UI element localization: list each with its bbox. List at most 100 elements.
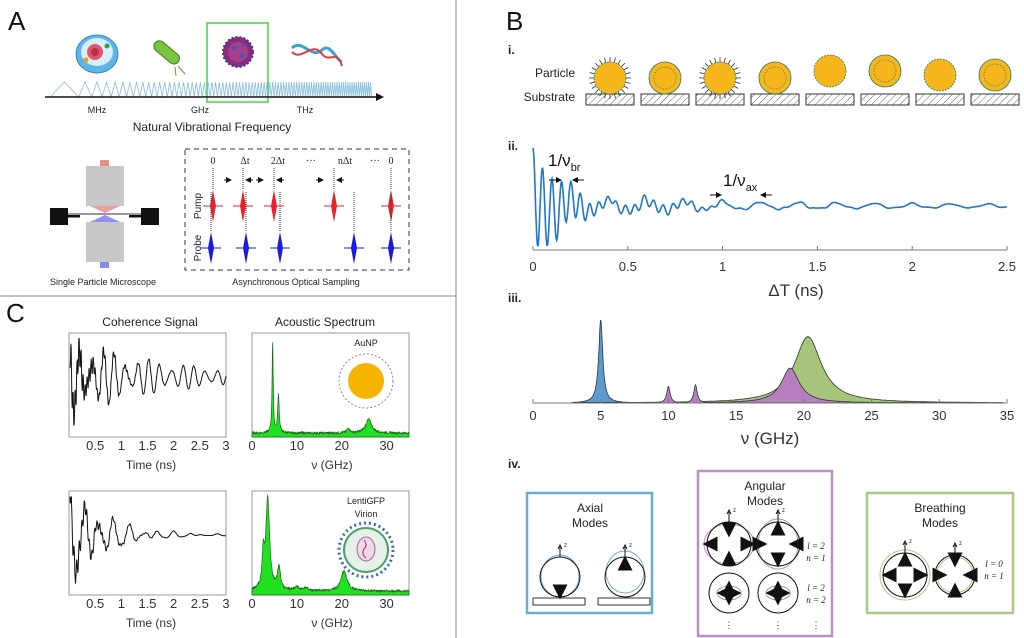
- z-axis-label: z: [733, 508, 736, 514]
- substrate-block: [532, 597, 586, 606]
- particle-inner-shell: [873, 59, 897, 83]
- ligand-strand: [709, 91, 713, 97]
- x-tick-label: 2: [170, 438, 177, 453]
- ligand-strand: [704, 89, 709, 94]
- inset-label-virion: Virion: [355, 509, 378, 519]
- panel-label-b: B: [506, 6, 523, 36]
- coherence-plot-frame: [68, 490, 227, 596]
- x-tick-label: 0.5: [86, 438, 104, 453]
- delay-label: ···: [306, 156, 316, 167]
- axial-modes-box: [525, 491, 654, 615]
- delay-label: Δt: [240, 156, 249, 167]
- delay-label: 2Δt: [271, 156, 285, 167]
- angular-row2-l: l = 2: [807, 583, 825, 593]
- annotation-ax-sub: ax: [746, 182, 758, 194]
- more-modes-ellipsis: ⋮: [812, 620, 821, 630]
- probe-pulse: [243, 232, 249, 264]
- ligand-strand: [591, 67, 597, 71]
- subpanel-label-iv: iv.: [508, 457, 520, 471]
- x-tick-label: 25: [864, 408, 878, 423]
- ligand-strand: [735, 72, 741, 75]
- gold-particle: [703, 61, 737, 95]
- spectrum-peak-angular: [671, 384, 720, 404]
- freq-label-ghz: GHz: [191, 105, 210, 115]
- x-tick-label: 2.5: [191, 596, 209, 611]
- ligand-strand: [735, 81, 741, 84]
- pulse-trains: [201, 168, 401, 264]
- x-tick-label: 0.5: [619, 259, 637, 274]
- substrate-block: [597, 597, 651, 606]
- pump-pulse: [271, 190, 277, 222]
- coherence-signal-trace: [69, 496, 226, 585]
- delay-label: ···: [370, 156, 380, 167]
- x-tick-label: 10: [661, 408, 675, 423]
- ligand-strand: [731, 62, 736, 67]
- bacterium-icon: [153, 40, 186, 77]
- subpanel-label-iii: iii.: [508, 291, 521, 305]
- substrate-block: [915, 93, 965, 106]
- spectrum-peak-angular: [660, 367, 921, 404]
- ligand-strand: [704, 62, 709, 67]
- angular-row1-n: n = 1: [806, 553, 826, 563]
- coherence-signal-trace: [69, 337, 227, 426]
- acoustic-spectrum-title: Acoustic Spectrum: [275, 315, 375, 329]
- z-arrow-icon: [902, 539, 908, 546]
- pump-label: Pump: [193, 193, 204, 220]
- x-tick-label: 2: [909, 259, 916, 274]
- z-arrow-icon: [622, 543, 628, 550]
- panel-label-c: C: [6, 298, 25, 328]
- panel-b: B i. Particle Substrate ii. 0 0.5 1 1.5 2 2.5…: [506, 6, 1020, 638]
- ligand-strand: [599, 91, 603, 97]
- ligand-strand: [613, 93, 616, 99]
- ligand-strand: [625, 72, 631, 75]
- ligand-strand: [599, 59, 603, 65]
- delay-label: 0: [211, 156, 216, 167]
- axis-arrow-icon: [376, 93, 384, 101]
- aos-label: Asynchronous Optical Sampling: [232, 277, 360, 287]
- particle-outline: [757, 572, 799, 614]
- angular-title-1: Angular: [744, 479, 785, 493]
- ligand-strand: [613, 57, 616, 63]
- spectrum-plot-frame: [251, 332, 410, 438]
- ligand-strand: [723, 93, 726, 99]
- coherence-signal-title: Coherence Signal: [102, 315, 197, 329]
- angular-modes-box: [696, 469, 834, 638]
- x-tick-label: 2.5: [191, 438, 209, 453]
- x-tick-label: 0: [248, 438, 255, 453]
- angular-row1-l: l = 2: [807, 541, 825, 551]
- x-tick-label: 3: [222, 596, 229, 611]
- z-arrow-icon: [952, 541, 958, 548]
- subpanel-label-ii: ii.: [508, 139, 518, 153]
- gold-nanoparticle-icon: [338, 353, 394, 409]
- breathing-row1-l: l = 0: [985, 559, 1003, 569]
- ligand-strand: [604, 57, 607, 63]
- probe-pulse: [277, 232, 283, 264]
- spectrum-peak-breathing: [612, 336, 1003, 403]
- axial-title-1: Axial: [577, 501, 603, 515]
- ligand-strand: [591, 85, 597, 89]
- axial-title-2: Modes: [572, 516, 608, 530]
- vibrational-modes: Axial Modes Angular Modes l = 2 n = 1 l …: [525, 469, 1015, 638]
- x-tick-label: 20: [334, 438, 348, 453]
- ligand-strand: [723, 57, 726, 63]
- freq-label-thz: THz: [297, 105, 314, 115]
- x-tick-label: 0: [248, 596, 255, 611]
- ligand-strand: [594, 62, 599, 67]
- ligand-strand: [604, 93, 607, 99]
- ligand-strand: [623, 67, 629, 71]
- x-tick-label: 10: [290, 438, 304, 453]
- ligand-strand: [733, 67, 739, 71]
- inset-label-lentigfp: LentiGFP: [347, 496, 385, 506]
- x-tick-label: 20: [334, 596, 348, 611]
- acoustic-spectrum-area: [251, 342, 410, 438]
- breathing-modes-box: [865, 491, 1015, 615]
- panel-a: A MHz GHz THz Natural Vibrational Frequ: [8, 6, 410, 287]
- subpanel-label-i: i.: [508, 43, 515, 57]
- annotation-axial-period: 1/νax: [723, 171, 758, 194]
- z-arrow-icon: [557, 543, 563, 550]
- particle-label: Particle: [535, 66, 575, 80]
- x-tick-label: 30: [379, 596, 393, 611]
- ligand-strand: [714, 57, 717, 63]
- particle-inner-shell: [653, 66, 677, 90]
- gold-particle: [593, 61, 627, 95]
